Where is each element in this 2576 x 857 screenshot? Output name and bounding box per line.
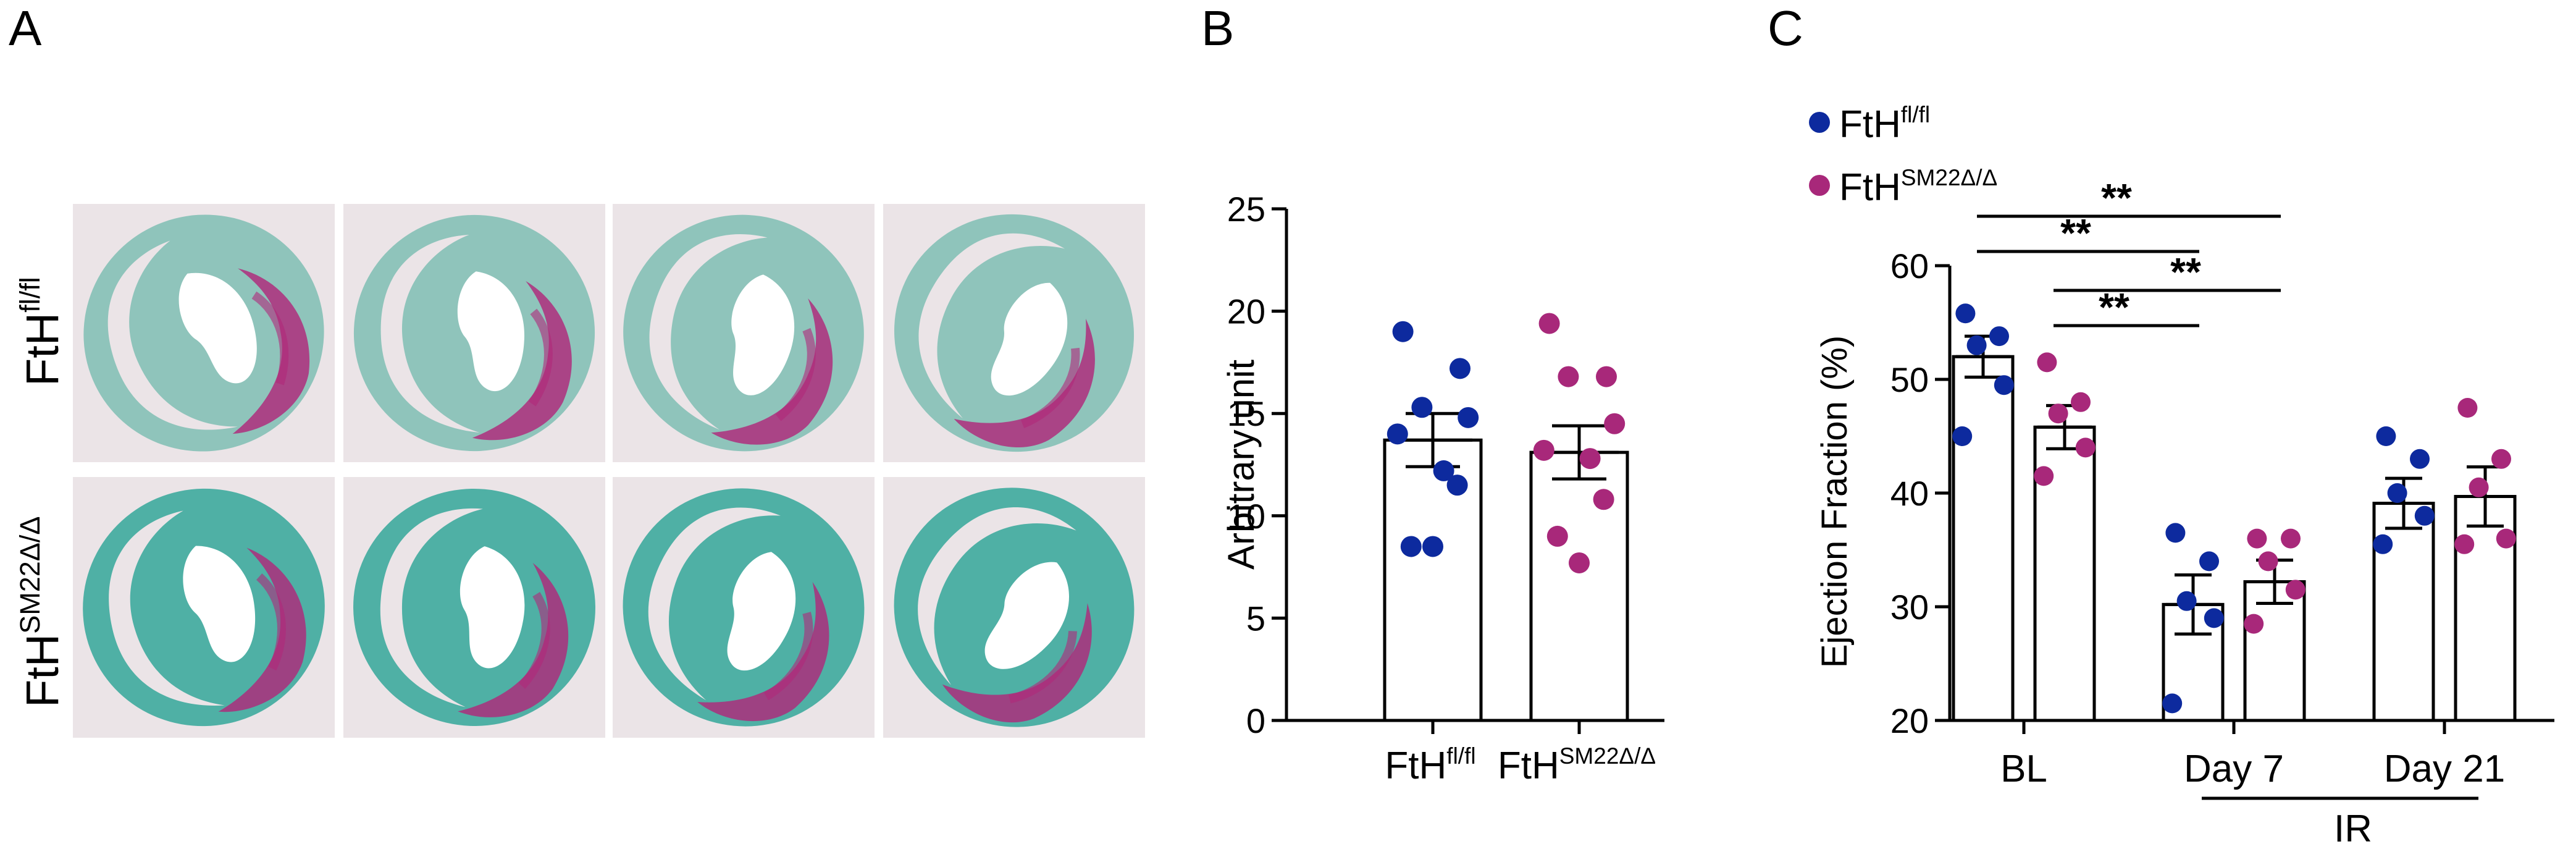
bar [1952, 355, 2015, 722]
y-axis-label-b: Arbitrary unit [1220, 360, 1262, 570]
data-point [2373, 534, 2393, 554]
data-point [1989, 326, 2009, 347]
significance-label: ** [2170, 250, 2201, 294]
legend-marker [1809, 175, 1830, 196]
data-point [2162, 693, 2183, 714]
data-point [1579, 448, 1601, 470]
data-point [2034, 466, 2054, 486]
data-point [1966, 335, 1987, 355]
data-point [2071, 392, 2091, 412]
y-tick-label-b: 0 [1246, 701, 1265, 740]
significance-label: ** [2101, 175, 2132, 220]
y-tick-label-b: 10 [1227, 497, 1265, 536]
legend-label: FtHfl/fl [1839, 102, 1930, 146]
data-point [2414, 505, 2435, 526]
data-point [2410, 449, 2430, 469]
data-point [2037, 352, 2057, 373]
y-tick-label-b: 20 [1227, 292, 1265, 331]
data-point [1569, 552, 1590, 573]
data-point [2387, 483, 2407, 503]
data-point [2247, 528, 2267, 549]
panel-b-letter: B [1201, 1, 1235, 56]
data-point [2258, 551, 2278, 572]
data-point [2244, 614, 2264, 634]
data-point [1422, 536, 1443, 557]
data-point [2491, 449, 2511, 469]
data-point [1392, 321, 1414, 342]
histology-image [883, 477, 1145, 738]
x-tick-label-b: FtHfl/fl [1385, 743, 1475, 787]
histology-image [883, 204, 1145, 462]
data-point [1558, 366, 1579, 387]
data-point [1533, 439, 1554, 461]
data-point [2204, 608, 2224, 628]
histology-image [343, 477, 605, 738]
data-point [2454, 534, 2475, 554]
data-point [2281, 528, 2301, 549]
ir-bracket-label: IR [2334, 808, 2372, 850]
data-point [2457, 398, 2478, 418]
histology-image [613, 204, 875, 462]
data-point [2285, 580, 2305, 600]
histology-image [613, 477, 875, 738]
data-point [1433, 460, 1454, 481]
data-point [2176, 591, 2197, 611]
data-point [1994, 375, 2014, 395]
data-point [1952, 426, 1973, 446]
histology-image [73, 477, 335, 738]
data-point [2376, 426, 2396, 446]
data-point [1955, 303, 1976, 324]
x-tick-label-c: BL [2000, 748, 2047, 790]
x-tick-label-b: FtHSM22Δ/Δ [1498, 743, 1656, 787]
significance-label: ** [2060, 211, 2091, 255]
y-tick-label-b: 5 [1246, 599, 1265, 638]
data-point [2199, 551, 2219, 572]
data-point [2075, 437, 2096, 458]
bar [1529, 450, 1629, 722]
data-point [1400, 536, 1422, 557]
y-tick-label-c: 60 [1890, 247, 1929, 285]
data-point [1387, 423, 1408, 445]
x-tick-label-c: Day 7 [2184, 748, 2284, 790]
y-tick-label-c: 40 [1890, 474, 1929, 513]
data-point [2496, 528, 2516, 549]
y-tick-label-c: 20 [1890, 701, 1929, 740]
y-tick-label-b: 25 [1227, 190, 1265, 229]
significance-label: ** [2099, 285, 2129, 329]
data-point [2048, 403, 2068, 424]
y-tick-label-c: 30 [1890, 588, 1929, 627]
legend-label: FtHSM22Δ/Δ [1839, 165, 1997, 209]
data-point [1546, 525, 1568, 547]
legend-marker [1809, 112, 1830, 133]
data-point [1446, 475, 1468, 496]
histology-image [343, 204, 605, 462]
data-point [1596, 366, 1617, 387]
data-point [1458, 407, 1479, 428]
data-point [2165, 523, 2186, 543]
y-tick-label-b: 15 [1227, 394, 1265, 433]
histology-image [73, 204, 335, 462]
panel-a-letter: A [9, 1, 42, 56]
panel-c-letter: C [1768, 1, 1803, 56]
y-tick-label-c: 50 [1890, 360, 1929, 399]
data-point [1593, 489, 1614, 510]
data-point [1538, 313, 1560, 334]
y-axis-label-c: Ejection Fraction (%) [1815, 336, 1855, 668]
data-point [1604, 413, 1626, 434]
data-point [1411, 397, 1433, 418]
data-point [1450, 358, 1471, 379]
data-point [2469, 477, 2489, 497]
x-tick-label-c: Day 21 [2384, 748, 2505, 790]
